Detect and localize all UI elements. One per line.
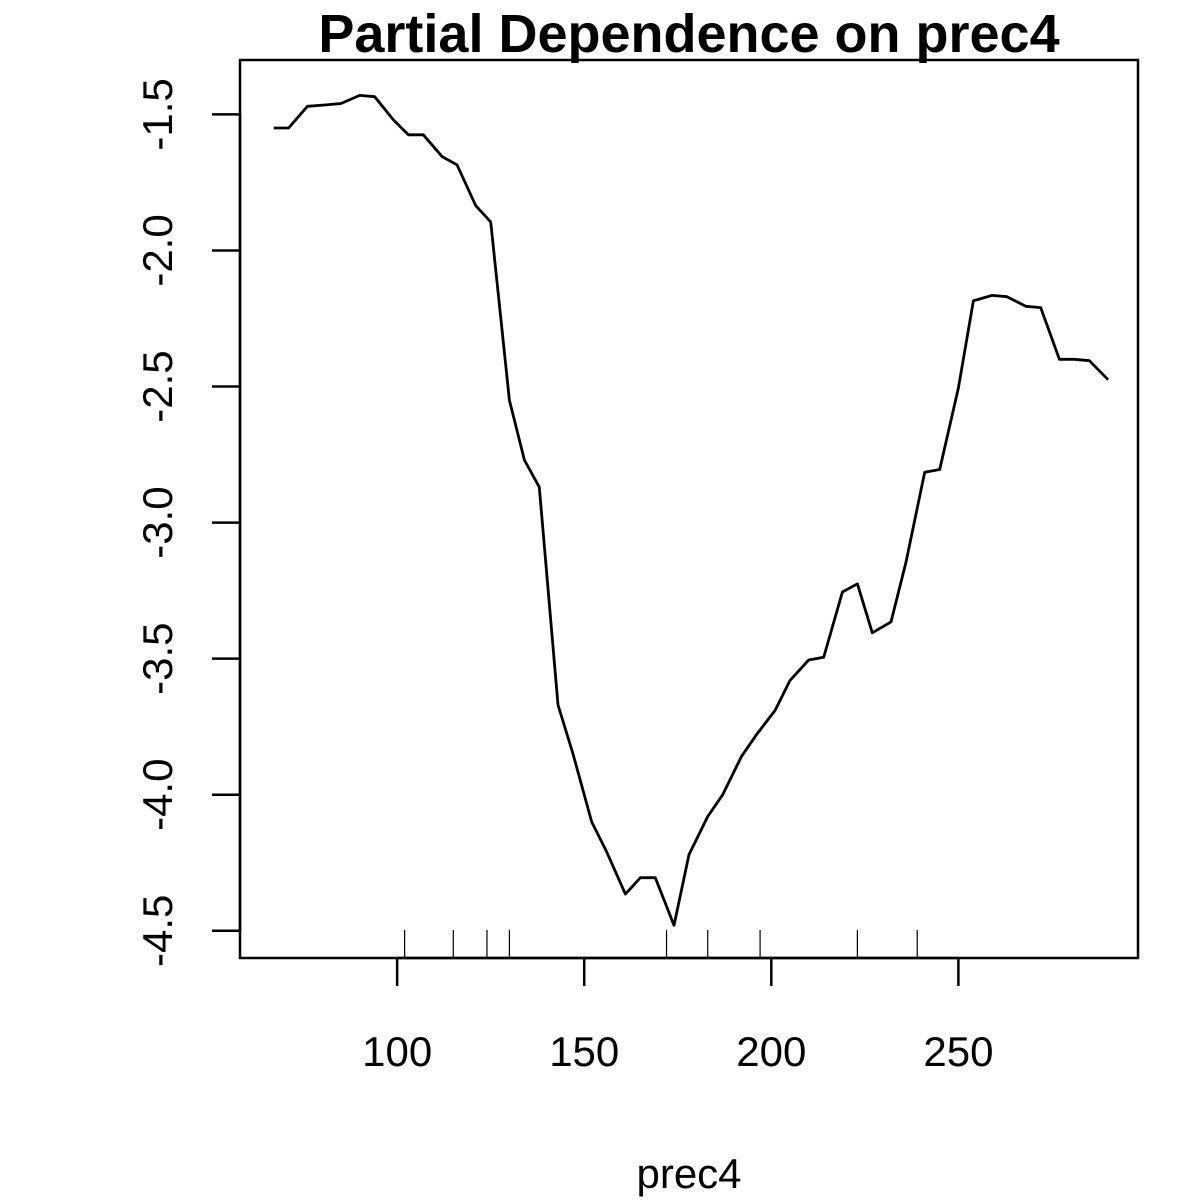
x-tick-label: 200 — [736, 1028, 806, 1075]
rug-marks — [404, 930, 918, 958]
x-tick-label: 250 — [923, 1028, 993, 1075]
x-axis-label: prec4 — [636, 1150, 741, 1197]
series-line — [273, 94, 1110, 927]
chart-title: Partial Dependence on prec4 — [318, 4, 1059, 64]
x-tick-label: 150 — [549, 1028, 619, 1075]
y-tick-label: -4.5 — [134, 895, 181, 967]
y-tick-label: -1.5 — [134, 78, 181, 150]
plot-frame — [238, 58, 1140, 960]
y-tick-label: -2.5 — [134, 350, 181, 422]
y-tick-label: -3.5 — [134, 622, 181, 694]
x-tick-label: 100 — [362, 1028, 432, 1075]
y-tick-label: -3.0 — [134, 486, 181, 558]
y-tick-label: -2.0 — [134, 214, 181, 286]
y-axis: -1.5 -2.0 -2.5 -3.0 -3.5 -4.0 -4.5 — [134, 78, 242, 967]
series-group — [273, 94, 1110, 927]
y-tick-label: -4.0 — [134, 759, 181, 831]
x-axis: 100 150 200 250 — [362, 956, 993, 1075]
